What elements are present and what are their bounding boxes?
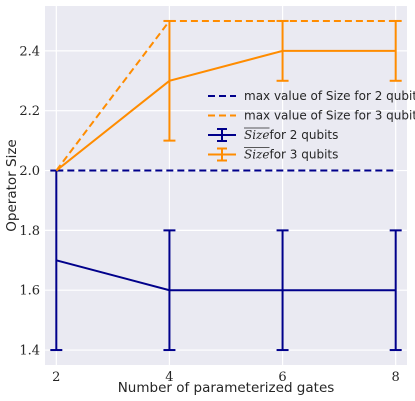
- legend-label: for 3 qubits: [269, 148, 338, 162]
- y-axis-label: Operator Size: [4, 139, 20, 231]
- x-tick-label: 4: [165, 370, 173, 385]
- legend-label-math: Size: [244, 148, 269, 162]
- tick-labels: 2 4 6 8 1.4 1.6 1.8 2.0 2.2 2.4: [19, 44, 400, 385]
- series-layer: [50, 19, 402, 352]
- x-tick-label: 8: [392, 370, 400, 385]
- y-tick-label: 1.6: [19, 284, 40, 299]
- x-axis-label: Number of parameterized gates: [118, 380, 335, 396]
- y-tick-label: 2.2: [19, 104, 40, 119]
- x-tick-label: 6: [278, 370, 286, 385]
- legend: max value of Size for 2 qubits max value …: [208, 89, 415, 162]
- y-tick-label: 1.8: [19, 224, 40, 239]
- series-line: [56, 259, 396, 292]
- y-tick-label: 2.0: [19, 164, 40, 179]
- legend-label: max value of Size for 3 qubits: [244, 109, 415, 123]
- legend-label: for 2 qubits: [269, 128, 338, 142]
- y-tick-label: 2.4: [19, 44, 40, 59]
- plot-background: [45, 6, 407, 365]
- legend-label-math: Size: [244, 128, 269, 142]
- legend-label: max value of Size for 2 qubits: [244, 89, 415, 103]
- series-line: [55, 49, 396, 172]
- series-line-dashed: [55, 19, 396, 172]
- y-tick-label: 1.4: [19, 344, 40, 359]
- x-tick-label: 2: [52, 370, 60, 385]
